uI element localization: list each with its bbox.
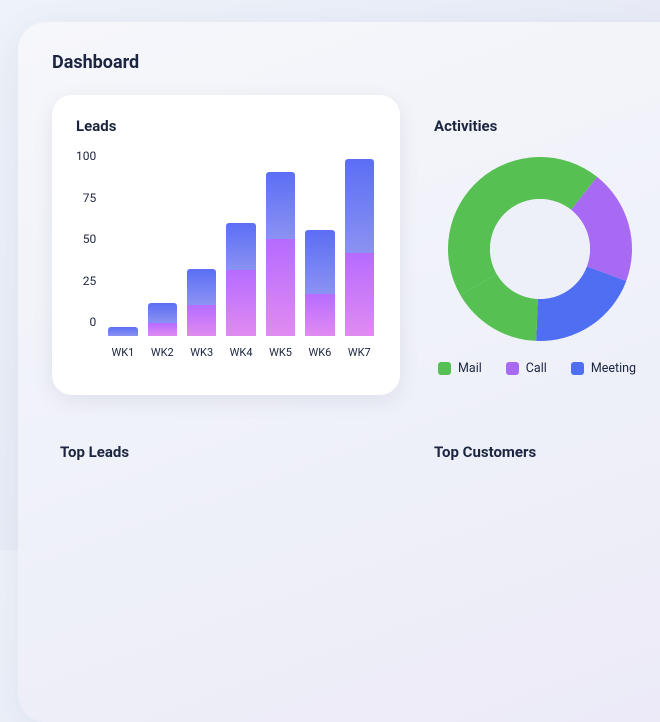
- leads-x-labels: WK1 WK2 WK3 WK4 WK5 WK6 WK7: [106, 336, 376, 359]
- bar-top-segment: [187, 269, 216, 305]
- top-customers-title: Top Customers: [434, 443, 660, 461]
- legend-label: Meeting: [591, 361, 636, 376]
- bar-bottom-segment: [345, 253, 374, 336]
- legend-item-call: Call: [506, 361, 547, 376]
- legend-item-mail: Mail: [438, 361, 482, 376]
- activities-card: Activities Mail Call Meeting: [426, 95, 660, 395]
- legend-swatch: [438, 362, 451, 375]
- legend-label: Mail: [458, 361, 482, 376]
- bar-top-segment: [108, 327, 137, 336]
- legend-swatch: [571, 362, 584, 375]
- bar-WK1: [108, 327, 137, 336]
- activities-chart: Mail Call Meeting: [434, 149, 660, 376]
- x-label: WK5: [266, 346, 295, 359]
- top-customers-card: Top Customers: [426, 421, 660, 561]
- x-label: WK1: [108, 346, 137, 359]
- bar-WK5: [266, 172, 295, 336]
- bar-WK7: [345, 159, 374, 336]
- bar-top-segment: [266, 172, 295, 239]
- bar-top-segment: [148, 303, 177, 323]
- bar-top-segment: [345, 159, 374, 253]
- x-label: WK7: [345, 346, 374, 359]
- bar-WK6: [305, 230, 334, 336]
- bar-bottom-segment: [148, 323, 177, 336]
- leads-card: Leads 100 75 50 25 0 WK1 WK2 WK3 WK4 WK5 WK6 WK7: [52, 95, 400, 395]
- activities-donut: [440, 153, 640, 343]
- legend-label: Call: [526, 361, 547, 376]
- bar-WK4: [226, 223, 255, 336]
- bar-bottom-segment: [187, 305, 216, 336]
- page-title: Dashboard: [52, 52, 660, 73]
- y-tick: 0: [89, 315, 96, 329]
- top-leads-card: Top Leads: [52, 421, 400, 561]
- x-label: WK6: [305, 346, 334, 359]
- activities-legend: Mail Call Meeting: [438, 361, 636, 376]
- bar-top-segment: [226, 223, 255, 270]
- activities-card-title: Activities: [434, 117, 660, 135]
- bar-top-segment: [305, 230, 334, 294]
- bar-WK2: [148, 303, 177, 336]
- bar-bottom-segment: [305, 294, 334, 336]
- y-tick: 75: [83, 191, 97, 205]
- y-tick: 50: [83, 232, 97, 246]
- leads-y-axis: 100 75 50 25 0: [76, 149, 106, 329]
- bar-bottom-segment: [226, 270, 255, 336]
- leads-card-title: Leads: [76, 117, 376, 135]
- y-tick: 25: [83, 274, 97, 288]
- top-leads-title: Top Leads: [60, 443, 376, 461]
- bar-bottom-segment: [266, 239, 295, 336]
- x-label: WK3: [187, 346, 216, 359]
- dashboard-panel: Dashboard Leads 1007550250 WK1WK2WK3WK4W…: [18, 22, 660, 722]
- cards-row-bottom: Top Leads Top Customers: [52, 421, 660, 561]
- cards-row-top: Leads 100 75 50 25 0 WK1 WK2 WK3 WK4 WK5 WK6 WK7 A…: [52, 95, 660, 395]
- legend-item-meeting: Meeting: [571, 361, 636, 376]
- leads-bars-wrap: WK1 WK2 WK3 WK4 WK5 WK6 WK7: [106, 149, 376, 359]
- x-label: WK2: [148, 346, 177, 359]
- bar-WK3: [187, 269, 216, 336]
- x-label: WK4: [226, 346, 255, 359]
- legend-swatch: [506, 362, 519, 375]
- donut-center: [490, 199, 590, 299]
- leads-chart: 100 75 50 25 0 WK1 WK2 WK3 WK4 WK5 WK6 WK7: [76, 149, 376, 359]
- y-tick: 100: [76, 149, 96, 163]
- leads-bars: [106, 149, 376, 336]
